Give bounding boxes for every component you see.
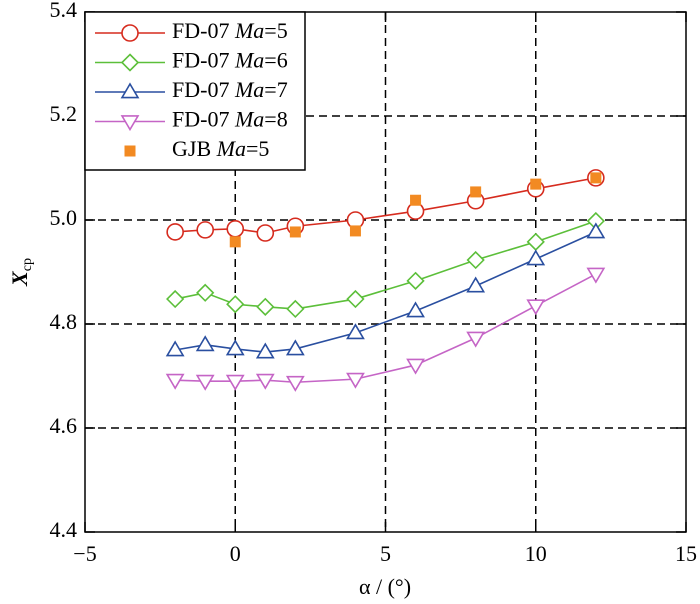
marker: [289, 226, 301, 238]
series-line: [175, 231, 597, 353]
legend-label: FD-07 Ma=7: [172, 77, 288, 102]
marker: [526, 249, 546, 266]
marker: [256, 224, 275, 242]
legend-label: FD-07 Ma=5: [172, 18, 288, 43]
x-tick-label: 5: [380, 541, 391, 566]
marker: [590, 172, 602, 184]
marker: [166, 223, 184, 241]
marker: [466, 250, 485, 270]
marker: [286, 299, 305, 319]
legend-marker: [124, 145, 136, 157]
y-tick-label: 4.8: [50, 309, 78, 334]
legend-label: FD-07 Ma=6: [172, 48, 288, 73]
y-axis-label-main: X: [7, 270, 32, 287]
marker: [225, 374, 245, 391]
marker: [255, 342, 275, 359]
marker: [196, 221, 214, 239]
marker: [586, 267, 606, 284]
marker: [285, 375, 305, 392]
marker: [410, 194, 422, 206]
marker: [406, 358, 425, 375]
y-tick-label: 5.0: [50, 205, 78, 230]
marker: [255, 373, 275, 390]
x-tick-label: 10: [525, 541, 547, 566]
y-axis-label: Xcp: [7, 258, 35, 287]
marker: [256, 297, 275, 316]
x-tick-label: −5: [73, 541, 96, 566]
marker: [346, 289, 365, 309]
y-tick-label: 5.4: [50, 0, 78, 22]
x-axis-label: α / (°): [359, 574, 411, 599]
plot-frame: [84, 11, 687, 533]
marker: [196, 283, 215, 302]
marker: [406, 301, 425, 318]
marker: [195, 374, 215, 391]
x-tick-label: 0: [230, 541, 241, 566]
marker: [229, 236, 241, 248]
series-line: [174, 220, 597, 310]
marker: [466, 331, 486, 348]
y-tick-label: 4.6: [50, 413, 78, 438]
marker: [225, 339, 245, 356]
marker: [285, 339, 305, 356]
marker: [530, 178, 542, 190]
marker: [165, 373, 185, 390]
y-tick-label: 5.2: [50, 101, 78, 126]
marker: [526, 299, 546, 316]
marker: [195, 335, 215, 352]
marker: [349, 225, 361, 237]
legend-marker: [121, 24, 139, 42]
marker: [226, 220, 245, 238]
x-tick-label: 15: [675, 541, 697, 566]
marker: [346, 323, 365, 340]
series-line: [175, 177, 596, 234]
legend-marker: [120, 115, 140, 132]
marker: [166, 289, 185, 309]
marker: [165, 340, 185, 357]
marker: [586, 222, 606, 239]
marker: [466, 276, 486, 293]
y-axis-label-sub: cp: [20, 258, 35, 271]
marker: [226, 295, 245, 314]
legend-label: FD-07 Ma=8: [172, 107, 288, 132]
marker: [346, 372, 365, 389]
y-tick-label: 4.4: [50, 517, 78, 542]
marker: [526, 232, 545, 251]
legend-marker: [120, 53, 140, 72]
legend-box: [84, 11, 306, 171]
legend-label: GJB Ma=5: [172, 136, 269, 161]
marker: [470, 186, 482, 198]
series-line: [175, 273, 597, 384]
marker: [406, 271, 425, 290]
legend-marker: [120, 82, 140, 99]
